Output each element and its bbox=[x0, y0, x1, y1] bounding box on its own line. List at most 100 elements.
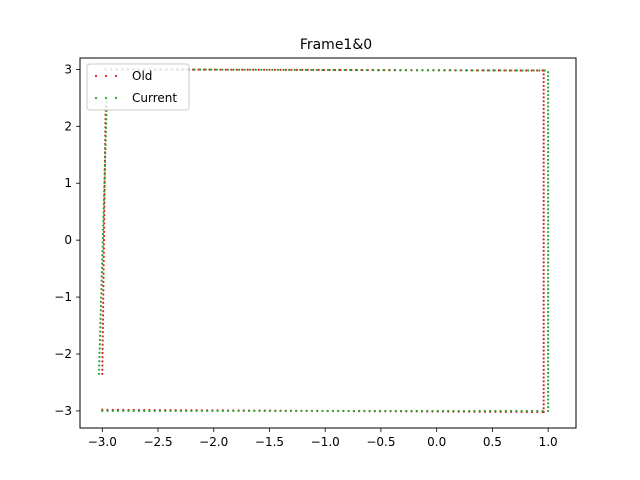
data-point bbox=[104, 126, 108, 129]
data-point bbox=[542, 368, 545, 371]
data-point bbox=[284, 68, 288, 71]
data-point bbox=[116, 409, 120, 413]
data-point bbox=[542, 284, 545, 287]
data-point bbox=[530, 409, 534, 413]
x-tick-label: 0.5 bbox=[483, 435, 502, 449]
data-point bbox=[542, 169, 545, 172]
data-point bbox=[547, 261, 550, 264]
data-point bbox=[542, 311, 545, 314]
data-point bbox=[102, 264, 105, 267]
data-point bbox=[525, 69, 528, 72]
data-point bbox=[508, 69, 511, 72]
data-point bbox=[542, 261, 545, 264]
data-point bbox=[521, 69, 524, 72]
data-point bbox=[547, 223, 550, 226]
data-point bbox=[410, 409, 413, 413]
data-point bbox=[169, 409, 172, 413]
data-point bbox=[100, 275, 103, 278]
x-tick-label: −2.0 bbox=[199, 435, 228, 449]
data-point bbox=[332, 68, 335, 72]
data-point bbox=[99, 309, 102, 312]
data-point bbox=[542, 134, 545, 137]
y-tick-label: 0 bbox=[64, 233, 72, 247]
data-point bbox=[432, 69, 435, 72]
data-point bbox=[208, 68, 211, 71]
data-point bbox=[532, 69, 535, 72]
data-point bbox=[542, 295, 545, 299]
data-point bbox=[547, 139, 550, 142]
data-point bbox=[315, 68, 318, 72]
data-point bbox=[102, 280, 105, 284]
data-point bbox=[305, 409, 308, 413]
data-point bbox=[547, 166, 550, 169]
data-point bbox=[326, 68, 330, 72]
data-point bbox=[310, 68, 313, 72]
data-point bbox=[103, 160, 107, 163]
data-point bbox=[102, 234, 106, 238]
data-point bbox=[542, 77, 545, 80]
data-point bbox=[519, 69, 522, 72]
data-point bbox=[164, 409, 167, 413]
data-point bbox=[410, 69, 413, 72]
data-point bbox=[101, 228, 105, 231]
data-point bbox=[542, 126, 545, 130]
data-point bbox=[415, 69, 419, 72]
data-point bbox=[542, 322, 545, 325]
data-point bbox=[547, 406, 550, 409]
data-point bbox=[100, 271, 103, 274]
data-point bbox=[100, 292, 103, 295]
chart-title: Frame1&0 bbox=[300, 37, 372, 53]
data-point bbox=[494, 409, 497, 413]
data-point bbox=[547, 272, 550, 276]
data-point bbox=[547, 124, 550, 127]
data-point bbox=[193, 68, 196, 71]
data-point bbox=[542, 138, 545, 141]
data-point bbox=[282, 68, 285, 71]
data-point bbox=[542, 249, 545, 252]
data-point bbox=[102, 247, 105, 250]
data-point bbox=[102, 215, 105, 219]
data-point bbox=[304, 68, 307, 71]
data-point bbox=[542, 123, 545, 126]
data-point bbox=[368, 409, 371, 413]
data-point bbox=[547, 86, 550, 89]
data-point bbox=[98, 338, 102, 342]
data-point bbox=[326, 409, 329, 413]
data-point bbox=[452, 409, 455, 413]
data-point bbox=[373, 409, 376, 413]
data-point bbox=[542, 103, 545, 107]
data-point bbox=[290, 68, 293, 71]
data-point bbox=[547, 307, 550, 310]
data-point bbox=[101, 254, 104, 257]
data-point bbox=[542, 292, 545, 295]
data-point bbox=[243, 68, 246, 71]
data-point bbox=[547, 147, 550, 150]
data-point bbox=[295, 409, 298, 413]
data-point bbox=[547, 253, 550, 256]
data-point bbox=[101, 310, 105, 313]
data-point bbox=[542, 399, 545, 402]
data-point bbox=[547, 120, 550, 123]
data-point bbox=[489, 409, 492, 413]
data-point bbox=[179, 409, 183, 413]
data-point bbox=[321, 68, 324, 72]
data-point bbox=[101, 360, 104, 363]
data-point bbox=[547, 310, 550, 314]
x-tick-label: −3.0 bbox=[88, 435, 117, 449]
data-point bbox=[499, 69, 502, 72]
data-point bbox=[111, 409, 114, 413]
data-point bbox=[542, 96, 545, 99]
data-point bbox=[471, 69, 474, 72]
data-point bbox=[347, 409, 350, 413]
data-point bbox=[421, 69, 424, 72]
data-point bbox=[547, 112, 550, 116]
data-point bbox=[547, 82, 550, 85]
data-point bbox=[547, 242, 550, 245]
data-point bbox=[542, 395, 545, 398]
data-point bbox=[542, 196, 545, 199]
data-point bbox=[197, 68, 200, 71]
data-point bbox=[102, 239, 106, 242]
data-point bbox=[542, 307, 545, 310]
data-point bbox=[527, 69, 530, 72]
data-point bbox=[101, 356, 104, 359]
